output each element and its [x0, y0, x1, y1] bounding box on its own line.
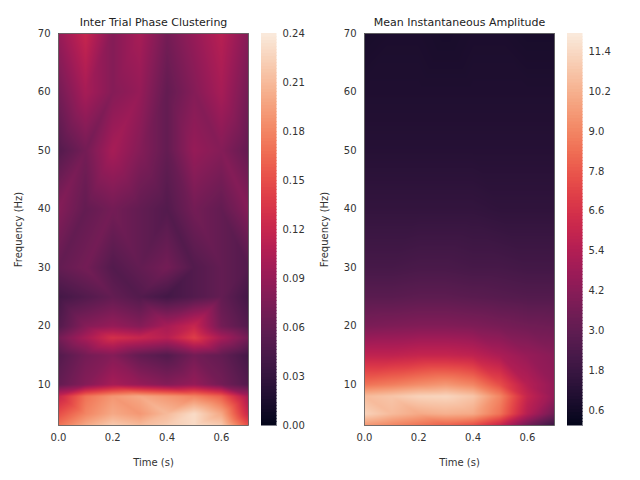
svg-text:11.4: 11.4 [589, 46, 611, 57]
svg-text:0.21: 0.21 [283, 77, 305, 88]
svg-text:Frequency (Hz): Frequency (Hz) [319, 192, 330, 268]
svg-text:Time (s): Time (s) [438, 457, 480, 468]
svg-text:0.18: 0.18 [283, 126, 305, 137]
svg-text:10: 10 [38, 379, 51, 390]
svg-text:0.2: 0.2 [411, 432, 427, 443]
svg-text:60: 60 [344, 86, 357, 97]
svg-text:Time (s): Time (s) [132, 457, 174, 468]
svg-text:0.2: 0.2 [105, 432, 121, 443]
svg-text:0.6: 0.6 [519, 432, 535, 443]
svg-text:Inter Trial Phase Clustering: Inter Trial Phase Clustering [80, 16, 228, 29]
svg-text:60: 60 [38, 86, 51, 97]
svg-text:0.0: 0.0 [51, 432, 67, 443]
svg-text:10: 10 [344, 379, 357, 390]
svg-text:1.8: 1.8 [589, 365, 605, 376]
svg-text:0.0: 0.0 [357, 432, 373, 443]
svg-text:50: 50 [344, 145, 357, 156]
svg-text:0.24: 0.24 [283, 28, 305, 39]
svg-text:40: 40 [38, 203, 51, 214]
svg-text:0.15: 0.15 [283, 175, 305, 186]
svg-text:50: 50 [38, 145, 51, 156]
svg-text:3.0: 3.0 [589, 325, 605, 336]
svg-text:0.4: 0.4 [159, 432, 175, 443]
svg-text:0.12: 0.12 [283, 224, 305, 235]
svg-text:0.06: 0.06 [283, 322, 305, 333]
svg-text:70: 70 [344, 28, 357, 39]
svg-text:4.2: 4.2 [589, 285, 605, 296]
svg-text:5.4: 5.4 [589, 245, 605, 256]
svg-text:0.09: 0.09 [283, 273, 305, 284]
svg-text:6.6: 6.6 [589, 205, 605, 216]
svg-text:Frequency (Hz): Frequency (Hz) [13, 192, 24, 268]
svg-text:Mean Instantaneous Amplitude: Mean Instantaneous Amplitude [374, 16, 546, 29]
svg-text:0.6: 0.6 [213, 432, 229, 443]
svg-text:0.6: 0.6 [589, 405, 605, 416]
svg-text:30: 30 [344, 262, 357, 273]
svg-text:70: 70 [38, 28, 51, 39]
svg-text:0.03: 0.03 [283, 371, 305, 382]
svg-text:9.0: 9.0 [589, 126, 605, 137]
svg-text:20: 20 [38, 320, 51, 331]
svg-text:10.2: 10.2 [589, 86, 611, 97]
svg-text:0.4: 0.4 [465, 432, 481, 443]
svg-text:40: 40 [344, 203, 357, 214]
svg-text:20: 20 [344, 320, 357, 331]
svg-text:7.8: 7.8 [589, 166, 605, 177]
svg-text:30: 30 [38, 262, 51, 273]
svg-text:0.00: 0.00 [283, 420, 305, 431]
